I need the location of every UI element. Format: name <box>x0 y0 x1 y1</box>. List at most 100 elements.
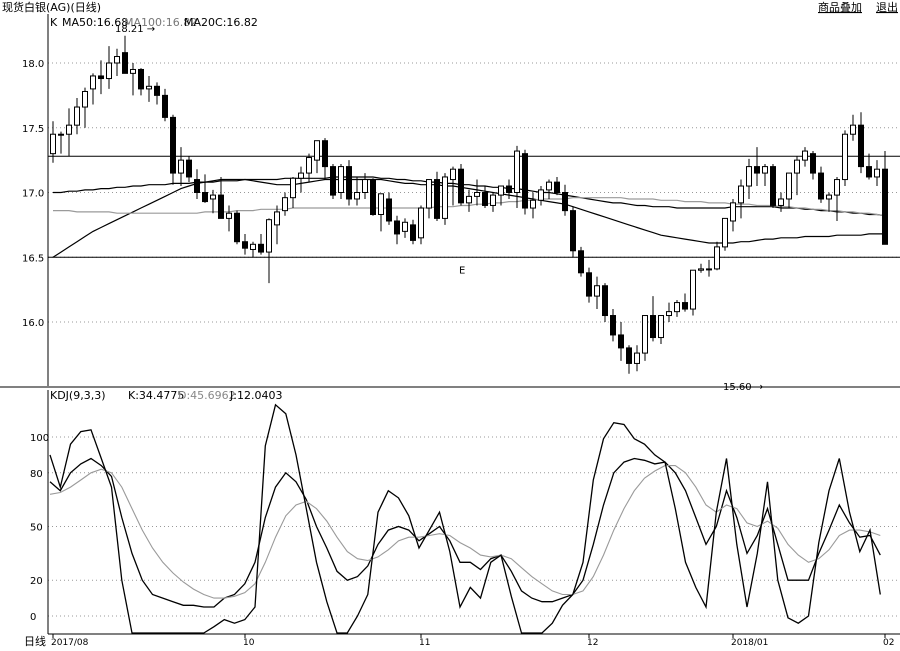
candle-body-down <box>122 52 128 74</box>
candle-body-up <box>338 166 344 194</box>
price-tick-label: 16.5 <box>22 253 44 264</box>
candle-body-up <box>746 166 752 187</box>
ma-line-ma50 <box>52 178 885 258</box>
candle <box>666 302 672 322</box>
price-tick-label: 16.0 <box>22 318 44 329</box>
candle-body-up <box>802 150 808 161</box>
candle-body-up <box>250 243 256 250</box>
candle <box>154 82 160 105</box>
candle <box>162 88 168 122</box>
candle <box>290 176 296 209</box>
candle-body-up <box>306 157 312 174</box>
candle <box>114 48 120 76</box>
candle-body-up <box>786 172 792 200</box>
candle-body-down <box>522 153 528 209</box>
candle-body-down <box>322 140 328 168</box>
candle-body-up <box>130 68 136 74</box>
candle-body-down <box>626 347 632 364</box>
candle <box>538 186 544 206</box>
candle <box>442 173 448 225</box>
candle-body-up <box>730 202 736 222</box>
price-annotation: E <box>459 265 465 276</box>
candle-body-down <box>98 75 104 80</box>
candle <box>714 241 720 271</box>
candle-body-down <box>170 116 176 174</box>
candle <box>754 147 760 187</box>
candle <box>658 315 664 345</box>
period-label: 日线 <box>24 634 46 647</box>
candle <box>794 156 800 196</box>
exit-button[interactable]: 退出 <box>876 0 898 14</box>
candle <box>378 193 384 232</box>
candle-body-down <box>754 166 760 174</box>
candle-body-up <box>226 212 232 219</box>
kdj-tick-label: 50 <box>30 523 43 534</box>
candle <box>762 164 768 187</box>
candle-body-up <box>178 159 184 174</box>
candle <box>186 156 192 183</box>
kdj-k-label: K:34.4775 <box>128 389 184 402</box>
candle <box>74 97 80 135</box>
candle <box>682 293 688 312</box>
candle-body-up <box>74 106 80 126</box>
candle-body-down <box>602 285 608 317</box>
candle <box>874 160 880 187</box>
kdj-panel: 0 20 50 80 100 <box>30 390 900 634</box>
candle-body-up <box>362 179 368 194</box>
candle-body-up <box>546 181 552 191</box>
price-tick-label: 18.0 <box>22 59 44 70</box>
candle-body-up <box>514 150 520 193</box>
candle <box>506 179 512 199</box>
candle <box>314 140 320 174</box>
x-tick-label: 2017/08 <box>51 638 89 647</box>
overlay-button[interactable]: 商品叠加 <box>818 0 862 14</box>
candle-body-up <box>738 185 744 204</box>
candle <box>450 166 456 206</box>
candle-body-down <box>506 185 512 193</box>
candle-body-up <box>794 159 800 174</box>
candle <box>818 166 824 203</box>
candle <box>90 73 96 105</box>
candle-body-up <box>666 311 672 317</box>
kdj-title: KDJ(9,3,3) <box>50 389 106 402</box>
candle <box>570 206 576 258</box>
candle <box>554 176 560 196</box>
kdj-d-label: D:45.6962 <box>178 389 236 402</box>
ma-prefix-label: K <box>50 16 58 29</box>
candle-body-up <box>146 85 152 90</box>
candle-body-down <box>770 166 776 206</box>
candle-body-up <box>530 199 536 209</box>
candle <box>354 176 360 206</box>
candle <box>402 218 408 238</box>
candle-body-down <box>154 85 160 96</box>
candle-body-up <box>58 133 64 136</box>
candle <box>810 151 816 180</box>
candle-body-up <box>874 168 880 178</box>
candle-body-down <box>818 172 824 200</box>
candle-body-up <box>90 75 96 90</box>
candle-body-up <box>762 166 768 174</box>
candle-body-up <box>354 192 360 200</box>
candle <box>866 153 872 180</box>
candle-body-down <box>858 124 864 168</box>
candle-body-down <box>882 168 888 245</box>
candle-body-down <box>410 224 416 241</box>
candle <box>634 345 640 372</box>
kdj-tick-label: 20 <box>30 576 43 587</box>
candle <box>722 217 728 251</box>
candle-body-up <box>474 192 480 197</box>
candle <box>482 186 488 209</box>
candle-body-down <box>394 220 400 235</box>
candle-body-up <box>714 246 720 270</box>
candle <box>698 263 704 273</box>
candle-body-up <box>82 90 88 108</box>
candle <box>882 151 888 245</box>
candle <box>298 166 304 193</box>
ma-line-ma100 <box>53 176 886 217</box>
candle <box>466 189 472 212</box>
candle <box>258 233 264 255</box>
candle <box>330 164 336 199</box>
candle <box>146 75 152 102</box>
x-tick-label: 10 <box>243 638 255 647</box>
candle-body-up <box>834 179 840 196</box>
